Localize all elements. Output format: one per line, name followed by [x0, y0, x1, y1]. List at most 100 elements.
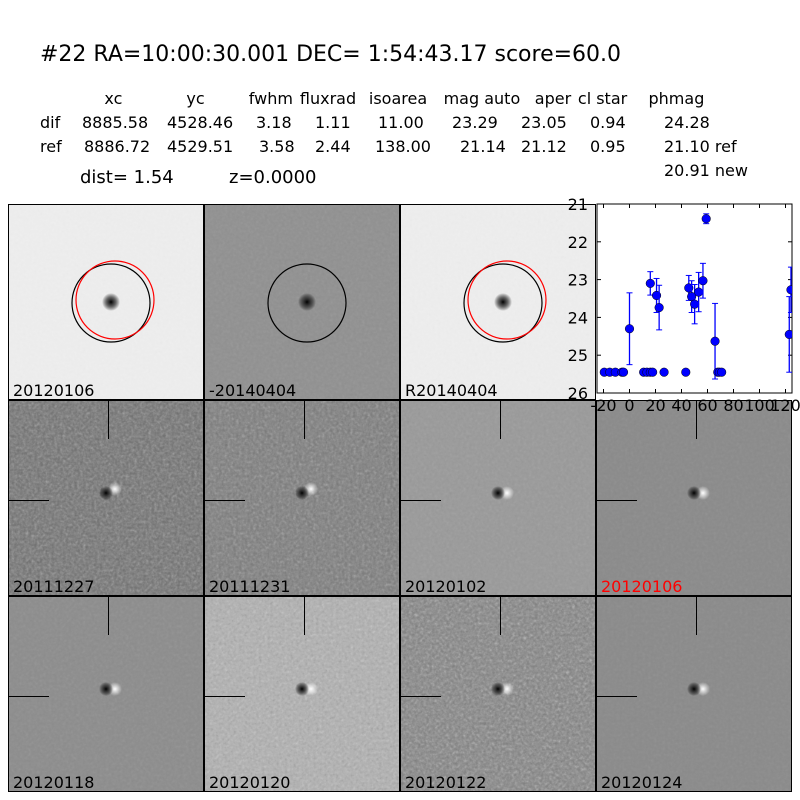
- cutout-image[interactable]: 20111227: [8, 400, 204, 596]
- crosshair-horizontal: [597, 500, 637, 501]
- cutout-pixels: [401, 401, 595, 595]
- table-cell: 3.18: [256, 113, 292, 132]
- row-label: dif: [40, 113, 61, 132]
- cutout-pixels: [205, 597, 399, 791]
- y-tick-label: 22: [568, 233, 588, 252]
- table-cell: 2.44: [315, 137, 351, 156]
- cutout-date-label: 20111231: [209, 577, 291, 596]
- cutout-image[interactable]: -20140404: [204, 204, 400, 400]
- crosshair-vertical: [108, 401, 109, 439]
- x-tick-label: 60: [697, 396, 717, 415]
- y-tick-label: 23: [568, 271, 588, 290]
- x-tick-label: 40: [671, 396, 691, 415]
- column-header: mag auto: [443, 89, 521, 108]
- data-point: [698, 276, 708, 286]
- y-tick-label: 25: [568, 346, 588, 365]
- cutout-date-label: 20120120: [209, 773, 291, 792]
- crosshair-vertical: [696, 597, 697, 635]
- crosshair-horizontal: [9, 500, 49, 501]
- crosshair-vertical: [500, 401, 501, 439]
- column-header: fluxrad: [299, 89, 357, 108]
- data-point: [784, 329, 792, 339]
- x-tick-label: 20: [645, 396, 665, 415]
- cutout-image[interactable]: 20120102: [400, 400, 596, 596]
- column-header: xc: [104, 89, 123, 108]
- aperture-circle: [267, 263, 347, 343]
- cutout-date-label: R20140404: [405, 381, 498, 400]
- dist-value: dist= 1.54: [80, 167, 174, 188]
- table-cell: 8886.72: [84, 137, 151, 156]
- data-point: [659, 367, 669, 377]
- crosshair-horizontal: [401, 696, 441, 697]
- x-tick-label: 80: [723, 396, 743, 415]
- cutout-pixels: [401, 205, 595, 399]
- cutout-image[interactable]: 20120106: [596, 400, 792, 596]
- table-cell: 23.05: [521, 113, 567, 132]
- crosshair-horizontal: [597, 696, 637, 697]
- table-cell: 0.94: [590, 113, 626, 132]
- table-cell: 21.12: [521, 137, 567, 156]
- cutout-image[interactable]: 20120106: [8, 204, 204, 400]
- data-point: [694, 287, 704, 297]
- cutout-date-label: 20120122: [405, 773, 487, 792]
- cutout-pixels: [597, 401, 791, 595]
- cutout-pixels: [9, 597, 203, 791]
- table-cell: 138.00: [375, 137, 431, 156]
- cutout-date-label: 20120106: [13, 381, 95, 400]
- cutout-image[interactable]: R20140404: [400, 204, 596, 400]
- cutout-image[interactable]: 20111231: [204, 400, 400, 596]
- cutout-pixels: [205, 401, 399, 595]
- table-cell: 8885.58: [82, 113, 149, 132]
- column-header: isoarea: [368, 89, 428, 108]
- column-header: fwhm: [248, 89, 293, 108]
- column-header: phmag: [648, 89, 705, 108]
- crosshair-horizontal: [401, 500, 441, 501]
- crosshair-vertical: [108, 597, 109, 635]
- table-cell: 11.00: [378, 113, 424, 132]
- cutout-date-label: 20120124: [601, 773, 683, 792]
- crosshair-vertical: [304, 401, 305, 439]
- column-header: cl star: [577, 89, 628, 108]
- cutout-image[interactable]: 20120124: [596, 596, 792, 792]
- y-tick-label: 24: [568, 308, 588, 327]
- cutout-date-label: 20120102: [405, 577, 487, 596]
- x-tick-label: 120: [770, 396, 800, 415]
- table-cell: 4528.46: [167, 113, 234, 132]
- cutout-image[interactable]: 20120122: [400, 596, 596, 792]
- table-cell: 4529.51: [167, 137, 234, 156]
- cutout-pixels: [9, 401, 203, 595]
- reference-circle: [467, 260, 547, 340]
- cutout-pixels: [205, 205, 399, 399]
- data-point: [684, 283, 694, 293]
- cutout-date-label: 20120118: [13, 773, 95, 792]
- table-cell: 21.14: [460, 137, 506, 156]
- y-tick-label: 26: [568, 384, 588, 403]
- y-tick-label: 21: [568, 195, 588, 214]
- data-point: [624, 324, 635, 334]
- phmag-new: 20.91 new: [664, 161, 748, 180]
- table-cell: 24.28: [664, 113, 710, 132]
- data-point: [786, 285, 792, 295]
- data-point: [701, 214, 711, 224]
- data-point: [648, 367, 658, 377]
- z-value: z=0.0000: [229, 167, 317, 188]
- cutout-pixels: [9, 205, 203, 399]
- candidate-title: #22 RA=10:00:30.001 DEC= 1:54:43.17 scor…: [40, 42, 622, 67]
- x-tick-label: 0: [624, 396, 634, 415]
- crosshair-horizontal: [9, 696, 49, 697]
- x-tick-label: 100: [744, 396, 775, 415]
- crosshair-vertical: [304, 597, 305, 635]
- table-cell: 0.95: [590, 137, 626, 156]
- cutout-pixels: [401, 597, 595, 791]
- cutout-date-label: -20140404: [209, 381, 297, 400]
- cutout-image[interactable]: 20120118: [8, 596, 204, 792]
- cutout-image[interactable]: 20120120: [204, 596, 400, 792]
- aperture-circle: [463, 263, 543, 343]
- table-cell: 21.10 ref: [664, 137, 737, 156]
- data-point: [717, 367, 727, 377]
- aperture-circle: [71, 263, 151, 343]
- column-header: yc: [186, 89, 205, 108]
- data-point: [618, 367, 629, 377]
- data-point: [645, 278, 655, 288]
